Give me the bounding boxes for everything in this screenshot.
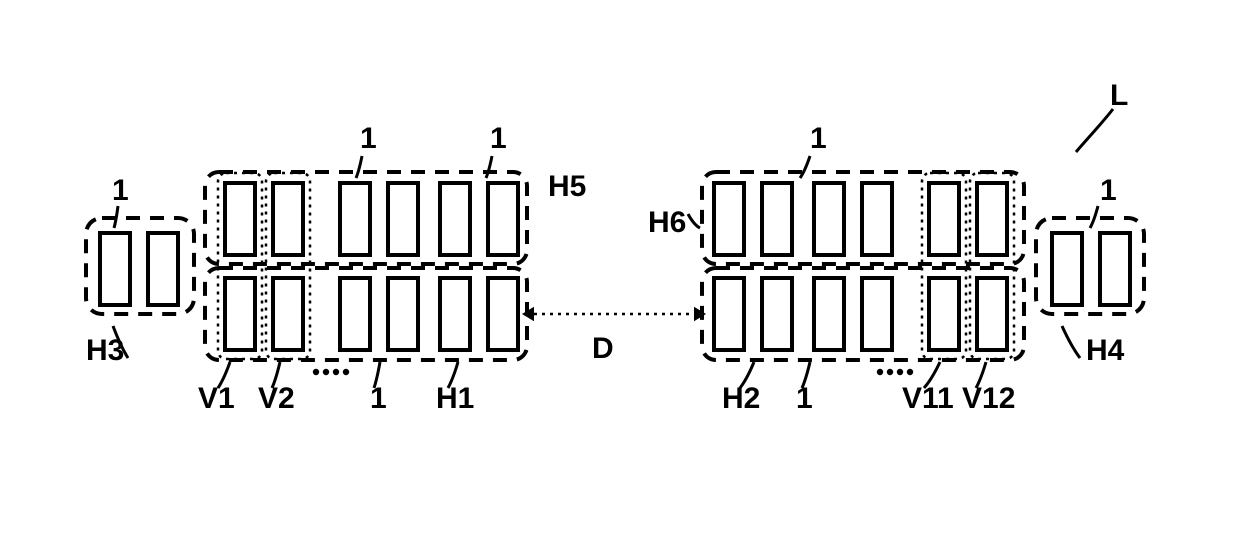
- H5: H5: [548, 170, 586, 203]
- module: [440, 278, 470, 350]
- module: [977, 278, 1007, 350]
- module: [388, 183, 418, 255]
- ellipsis-right: [877, 369, 913, 375]
- module: [488, 183, 518, 255]
- one_H3: 1: [112, 174, 129, 207]
- module: [929, 278, 959, 350]
- module: [225, 183, 255, 255]
- leader-one_H4: [1090, 206, 1098, 228]
- leader-one_right1: [800, 156, 810, 178]
- module: [225, 278, 255, 350]
- V1: V1: [198, 382, 235, 415]
- arrow-l: [1076, 109, 1113, 152]
- one_bot_l: 1: [370, 382, 387, 415]
- one_H4: 1: [1100, 174, 1117, 207]
- V2: V2: [258, 382, 295, 415]
- leader-H4: [1062, 326, 1080, 358]
- H3: H3: [86, 334, 124, 367]
- module: [862, 278, 892, 350]
- module: [814, 183, 844, 255]
- module: [340, 278, 370, 350]
- module: [340, 183, 370, 255]
- module: [488, 278, 518, 350]
- module: [814, 278, 844, 350]
- module: [1100, 233, 1130, 305]
- one_bot_r: 1: [796, 382, 813, 415]
- leader-one_left2: [486, 156, 492, 178]
- D: D: [592, 332, 614, 365]
- module: [1052, 233, 1082, 305]
- module: [148, 233, 178, 305]
- module: [273, 278, 303, 350]
- H1: H1: [436, 382, 474, 415]
- one_left2: 1: [490, 122, 507, 155]
- leader-one_left1: [356, 156, 362, 178]
- diagram: L H5 H6 H3 H4 H1 H2 V1 V2 V11V12 D 1 1 1 1 1 1 1: [0, 0, 1240, 536]
- module: [714, 183, 744, 255]
- H4: H4: [1086, 334, 1125, 367]
- module: [714, 278, 744, 350]
- one_left1: 1: [360, 122, 377, 155]
- module: [762, 183, 792, 255]
- leader-H6: [688, 214, 700, 228]
- module: [862, 183, 892, 255]
- V11: V11: [902, 382, 954, 415]
- module: [977, 183, 1007, 255]
- module: [440, 183, 470, 255]
- module: [762, 278, 792, 350]
- H6: H6: [648, 206, 686, 239]
- module: [273, 183, 303, 255]
- ellipsis-left: [313, 369, 349, 375]
- module: [388, 278, 418, 350]
- V12: V12: [962, 382, 1015, 415]
- L: L: [1110, 79, 1128, 112]
- module: [100, 233, 130, 305]
- one_right1: 1: [810, 122, 827, 155]
- module: [929, 183, 959, 255]
- H2: H2: [722, 382, 760, 415]
